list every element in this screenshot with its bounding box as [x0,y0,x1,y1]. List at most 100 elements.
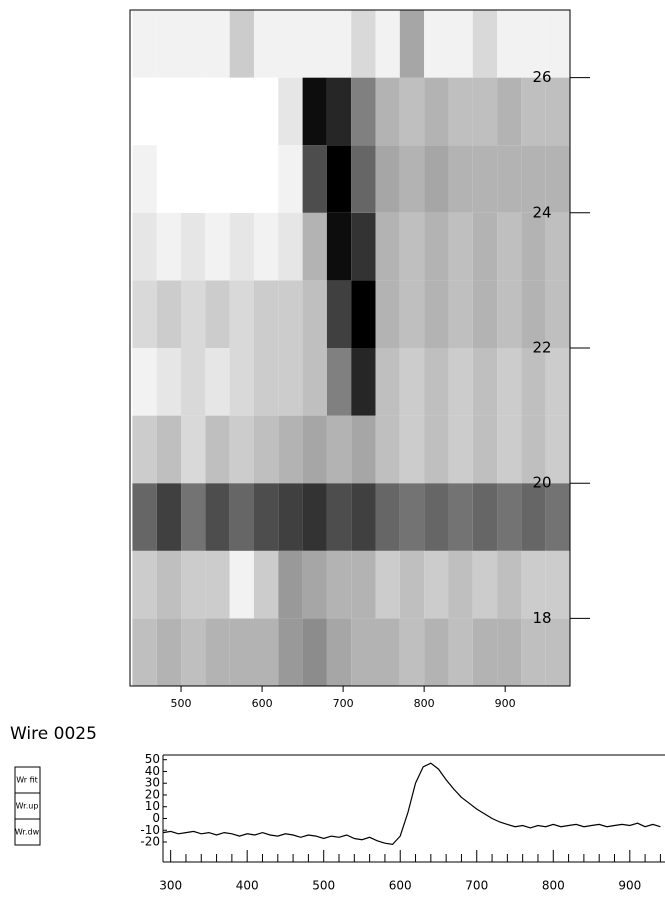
waveform [162,762,661,846]
heat-cell [375,77,400,146]
heat-cell [132,145,157,213]
heat-cell [448,483,473,551]
heat-cell [302,618,327,686]
heat-cell [521,550,546,619]
heat-cell [205,483,230,551]
heat-cell [497,77,522,146]
heat-cell [132,348,157,416]
heat-cell [521,145,546,213]
button-label[interactable]: Wr fit [16,776,38,785]
heat-cell [229,348,254,416]
button-label[interactable]: Wr.dw [15,828,40,837]
heat-cell [497,10,522,78]
heat-cell [497,550,522,619]
heat-cell [521,77,546,146]
heat-cell [375,348,400,416]
heat-cell [326,212,352,281]
heat-cell [181,77,206,146]
heat-cell [278,280,303,348]
heat-cell [497,145,522,213]
heat-cell [253,145,279,213]
heat-cell [521,10,546,78]
heat-cell [326,77,352,146]
heat-cell [399,280,425,348]
heat-cell [351,618,376,686]
x-tick-label: 500 [312,879,335,893]
heat-cell [351,145,376,213]
x-tick-label: 500 [171,697,192,710]
heat-cell [448,618,473,686]
heat-cell [472,550,498,619]
heat-cell [278,415,303,484]
heat-cell [399,618,425,686]
heat-cell [302,550,327,619]
heat-cell [399,10,425,78]
heat-cell [399,415,425,484]
y-tick-label: 30 [145,776,160,790]
heat-cell [472,10,498,78]
heat-cell [229,145,254,213]
heat-cell [205,10,230,78]
heat-cell [181,212,206,281]
heat-cell [351,415,376,484]
heat-cell [278,10,303,78]
heat-cell [424,212,449,281]
heat-cell [229,280,254,348]
heat-cell [326,10,352,78]
heat-cell [351,550,376,619]
heat-cell [545,77,570,146]
heat-cell [302,280,327,348]
heat-cell [472,212,498,281]
button-label[interactable]: Wr.up [16,802,39,811]
heat-cell [545,550,570,619]
heat-cell [278,348,303,416]
heat-cell [132,415,157,484]
heat-cell [472,348,498,416]
x-tick-label: 900 [618,879,641,893]
heat-cell [181,618,206,686]
heat-cell [132,618,157,686]
heat-cell [424,618,449,686]
heat-cell [229,10,254,78]
heat-cell [545,10,570,78]
x-tick-label: 700 [465,879,488,893]
heat-cell [253,550,279,619]
heat-cell [545,280,570,348]
heat-cell [545,483,570,551]
x-tick-label: 800 [542,879,565,893]
y-tick-label: 20 [532,474,551,492]
heat-cell [181,348,206,416]
heat-cell [253,212,279,281]
heat-cell [156,10,182,78]
heat-cell [156,145,182,213]
heat-cell [156,280,182,348]
heat-cell [472,415,498,484]
wire-label: Wire 0025 [10,724,97,744]
heat-cell [472,483,498,551]
heat-cell [375,483,400,551]
y-tick-label: 26 [532,68,551,86]
heat-cell [424,348,449,416]
y-tick-label: 24 [532,203,551,221]
button[interactable] [14,818,41,846]
heat-cell [181,550,206,619]
x-tick-label: 600 [252,697,273,710]
heat-cell [326,348,352,416]
heat-cell [448,212,473,281]
heat-cell [424,483,449,551]
heat-cell [205,212,230,281]
heat-cell [497,618,522,686]
heat-cell [132,483,157,551]
heat-cell [326,415,352,484]
heat-cell [156,483,182,551]
heat-cell [545,618,570,686]
heat-cell [399,77,425,146]
heat-cell [229,212,254,281]
y-tick-label: 20 [145,787,160,801]
heat-cell [424,10,449,78]
heat-cell [205,415,230,484]
heat-cell [205,145,230,213]
x-tick-label: 900 [495,697,516,710]
heat-cell [253,77,279,146]
heat-cell [302,10,327,78]
